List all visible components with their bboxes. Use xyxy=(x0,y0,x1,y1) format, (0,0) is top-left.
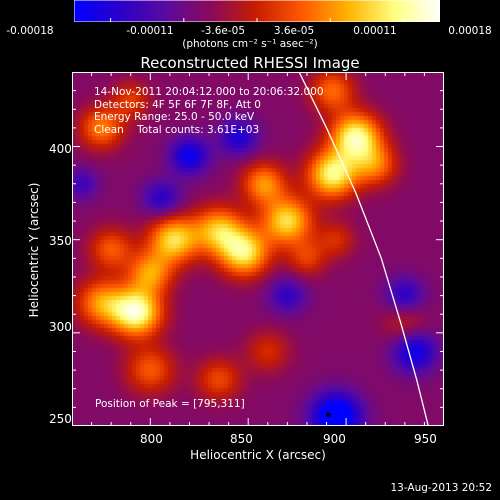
plot-overlay xyxy=(72,72,444,426)
colorbar-tick-label: 3.6e-05 xyxy=(273,25,315,37)
detectors-label: Detectors: 4F 5F 6F 7F 8F, Att 0 xyxy=(94,98,261,111)
heatmap-image xyxy=(72,72,444,426)
x-axis-label: Heliocentric X (arcsec) xyxy=(190,448,326,462)
colorbar-tick-label: -0.00011 xyxy=(126,25,174,37)
plot-frame xyxy=(72,72,444,426)
colorbar-tick-label: -0.00018 xyxy=(6,25,54,37)
colorbar-tick-label: 0.00011 xyxy=(353,25,397,37)
energy-range-label: Energy Range: 25.0 - 50.0 keV xyxy=(94,111,255,124)
observation-info: 14-Nov-2011 20:04:12.000 to 20:06:32.000… xyxy=(94,86,324,136)
generation-timestamp: 13-Aug-2013 20:52 xyxy=(390,482,492,494)
colorbar-tick-label: -3.6e-05 xyxy=(200,25,246,37)
axis-ticks xyxy=(72,72,444,426)
colorbar-tick-labels: -0.00018 -0.00011 -3.6e-05 3.6e-05 0.000… xyxy=(0,25,500,39)
colorbar xyxy=(73,0,441,23)
x-tick-label: 900 xyxy=(323,432,346,446)
peak-position-label: Position of Peak = [795,311] xyxy=(95,398,245,410)
y-tick-label: 400 xyxy=(49,142,72,156)
y-tick-label: 250 xyxy=(49,412,72,426)
x-tick-label: 800 xyxy=(140,432,163,446)
clean-counts-label: Clean Total counts: 3.61E+03 xyxy=(94,123,260,136)
solar-limb-curve xyxy=(298,72,429,426)
peak-marker xyxy=(326,412,331,417)
colorbar-gradient xyxy=(73,0,441,23)
y-tick-label: 300 xyxy=(49,320,72,334)
heatmap-plot xyxy=(72,72,444,426)
y-tick-label: 350 xyxy=(49,234,72,248)
y-axis-label: Heliocentric Y (arcsec) xyxy=(27,182,41,318)
time-range-label: 14-Nov-2011 20:04:12.000 to 20:06:32.000 xyxy=(94,86,324,98)
colorbar-units: (photons cm⁻² s⁻¹ asec⁻²) xyxy=(182,38,318,50)
colorbar-tick-label: 0.00018 xyxy=(448,25,492,37)
chart-title: Reconstructed RHESSI Image xyxy=(140,54,360,72)
x-tick-label: 850 xyxy=(230,432,253,446)
x-tick-label: 950 xyxy=(414,432,437,446)
